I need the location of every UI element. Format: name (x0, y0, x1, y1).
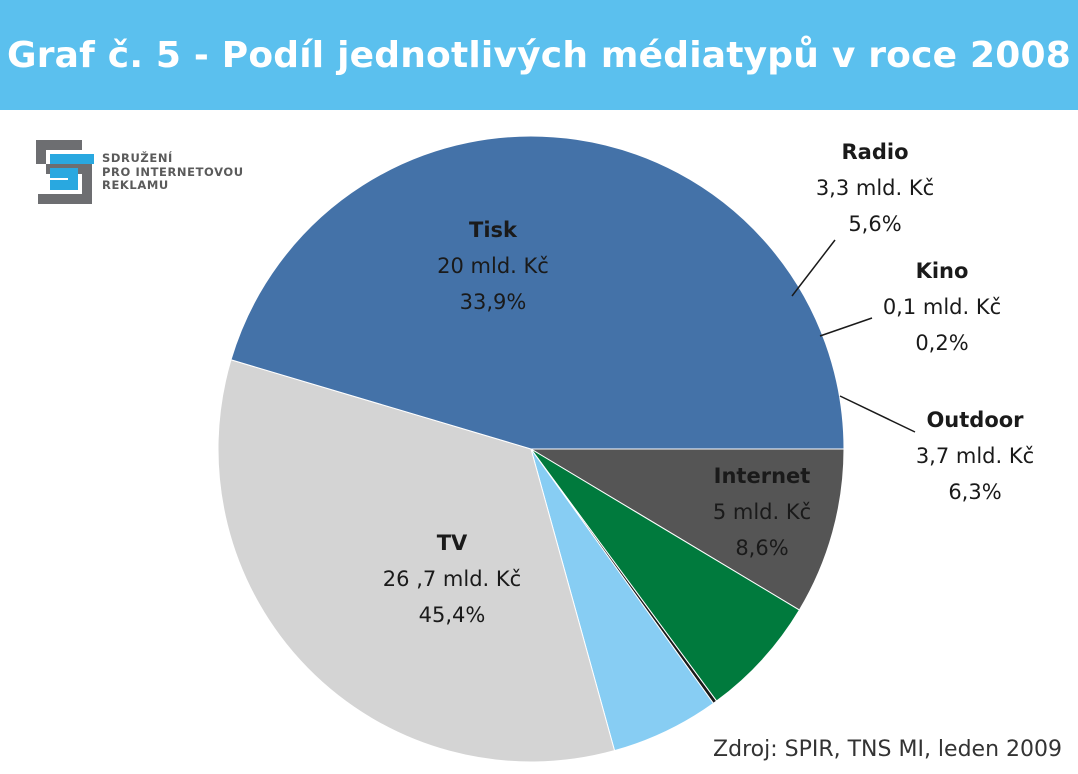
pie-slices (217, 135, 845, 763)
slice-label-name-internet: Internet (714, 464, 811, 488)
logo-mark-icon (36, 140, 94, 204)
slice-labels: Internet 5 mld. Kč 8,6% Outdoor 3,7 mld. Kč 6… (383, 140, 1034, 627)
slice-label-value-tisk: 20 mld. Kč (437, 254, 549, 278)
slice-label-percent-kino: 0,2% (915, 331, 968, 355)
pie-slice-tv (230, 135, 845, 450)
slice-label-percent-tv: 45,4% (419, 603, 486, 627)
logo: SDRUŽENÍ PRO INTERNETOVOU REKLAMU (36, 140, 276, 210)
slice-label-name-tv: TV (437, 531, 468, 555)
slice-label-name-outdoor: Outdoor (926, 408, 1024, 432)
title-bar: Graf č. 5 - Podíl jednotlivých médiatypů… (0, 0, 1078, 110)
slice-label-percent-radio: 5,6% (848, 212, 901, 236)
chart-title: Graf č. 5 - Podíl jednotlivých médiatypů… (6, 34, 1071, 76)
leader-line-radio (791, 239, 836, 297)
logo-line: PRO INTERNETOVOU (102, 164, 244, 179)
slice-label-value-internet: 5 mld. Kč (713, 500, 811, 524)
slice-label-percent-internet: 8,6% (735, 536, 788, 560)
pie-slice-tisk (217, 359, 616, 763)
slice-label-name-radio: Radio (842, 140, 909, 164)
slice-label-name-tisk: Tisk (469, 218, 518, 242)
leader-line-kino (819, 317, 873, 337)
leader-line-outdoor (839, 395, 916, 433)
slice-label-percent-outdoor: 6,3% (948, 480, 1001, 504)
slice-label-name-kino: Kino (916, 259, 969, 283)
logo-line: REKLAMU (102, 178, 169, 192)
leader-lines (791, 239, 916, 433)
logo-text: SDRUŽENÍ PRO INTERNETOVOU REKLAMU (102, 151, 244, 193)
slice-label-value-radio: 3,3 mld. Kč (816, 176, 934, 200)
pie-slice-internet (529, 448, 845, 611)
slice-label-value-kino: 0,1 mld. Kč (883, 295, 1001, 319)
slice-label-value-tv: 26 ,7 mld. Kč (383, 567, 521, 591)
source-note: Zdroj: SPIR, TNS MI, leden 2009 (713, 737, 1062, 762)
slice-label-value-outdoor: 3,7 mld. Kč (916, 444, 1034, 468)
logo-line: SDRUŽENÍ (102, 151, 173, 165)
slice-label-percent-tisk: 33,9% (460, 290, 527, 314)
pie-slice-outdoor (530, 448, 801, 702)
